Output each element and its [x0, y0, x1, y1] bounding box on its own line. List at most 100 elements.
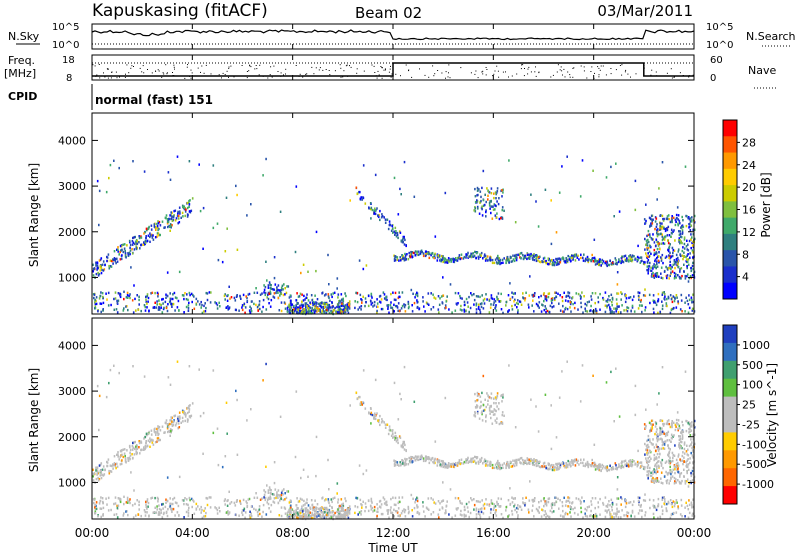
velocity-echo	[188, 404, 190, 408]
power-echo	[617, 305, 620, 308]
velocity-echo	[279, 496, 282, 499]
velocity-echo	[318, 514, 320, 517]
velocity-echo	[387, 511, 389, 514]
power-echo	[100, 302, 103, 305]
velocity-echo	[338, 512, 340, 515]
nave-dot	[624, 71, 626, 73]
velocity-echo	[381, 418, 383, 421]
power-echo	[629, 255, 632, 258]
power-echo	[631, 304, 634, 308]
velocity-echo	[316, 503, 319, 506]
power-echo	[558, 257, 561, 260]
power-echo	[489, 306, 492, 309]
velocity-echo	[128, 444, 131, 448]
power-echo	[456, 303, 458, 306]
velocity-echo	[291, 508, 294, 511]
velocity-echo	[606, 466, 609, 469]
velocity-echo	[564, 466, 566, 469]
velocity-echo	[263, 493, 266, 497]
power-echo	[481, 186, 483, 190]
velocity-echo	[533, 515, 535, 518]
power-echo	[271, 288, 274, 291]
power-echo	[578, 258, 580, 261]
velocity-echo	[569, 507, 572, 511]
power-echo	[515, 258, 518, 262]
velocity-echo	[304, 507, 307, 510]
power-echo	[544, 188, 547, 191]
velocity-echo	[181, 409, 184, 412]
velocity-echo	[110, 470, 113, 473]
power-echo	[663, 227, 665, 230]
power-echo	[511, 304, 513, 308]
velocity-echo	[430, 458, 432, 462]
power-echo	[344, 309, 346, 312]
power-echo	[367, 294, 370, 298]
power-echo	[225, 306, 228, 309]
power-echo	[327, 307, 330, 310]
power-echo	[595, 309, 598, 313]
velocity-echo	[243, 509, 245, 512]
power-echo	[267, 293, 269, 296]
velocity-echo	[621, 497, 623, 501]
power-echo	[248, 292, 251, 296]
power-echo	[677, 274, 679, 277]
power-echo	[390, 229, 393, 232]
colorbar-swatch	[723, 152, 737, 170]
power-echo	[188, 210, 191, 213]
power-echo	[129, 293, 131, 296]
power-echo	[480, 206, 483, 210]
power-echo	[239, 294, 241, 298]
power-echo	[665, 302, 668, 305]
velocity-echo	[387, 509, 390, 512]
power-echo	[348, 305, 351, 308]
velocity-echo	[259, 512, 261, 516]
power-echo	[114, 291, 117, 294]
power-echo	[134, 235, 136, 239]
power-echo	[249, 305, 251, 308]
power-echo	[666, 274, 669, 277]
power-echo	[618, 210, 621, 213]
power-echo	[586, 301, 589, 304]
power-echo	[668, 277, 670, 280]
velocity-echo	[574, 506, 576, 510]
power-echo	[371, 208, 374, 212]
nave-dot	[505, 71, 506, 73]
velocity-echo	[482, 512, 485, 515]
velocity-echo	[294, 513, 297, 516]
nave-tick-high: 60	[710, 55, 723, 66]
power-echo	[567, 254, 569, 258]
velocity-echo	[692, 505, 695, 509]
power-echo	[338, 302, 340, 305]
velocity-echo	[101, 497, 104, 500]
power-echo	[373, 300, 376, 304]
power-echo	[547, 292, 550, 296]
power-echo	[591, 310, 594, 313]
power-echo	[552, 305, 555, 308]
power-echo	[448, 308, 450, 311]
velocity-echo	[520, 508, 523, 511]
velocity-echo	[423, 510, 425, 513]
power-echo	[142, 243, 144, 246]
power-echo	[156, 232, 159, 235]
power-echo	[494, 191, 497, 194]
power-echo	[461, 297, 463, 300]
power-echo	[679, 238, 681, 242]
power-echo	[650, 252, 652, 255]
power-echo	[545, 295, 548, 298]
power-echo	[305, 296, 307, 299]
y-tick-label: 3000	[58, 180, 86, 193]
power-echo	[469, 306, 472, 310]
power-echo	[511, 308, 514, 311]
power-echo	[543, 260, 546, 263]
velocity-echo	[404, 461, 406, 464]
power-echo	[175, 217, 178, 220]
power-echo	[637, 307, 640, 310]
velocity-echo	[615, 512, 617, 515]
power-echo	[246, 299, 249, 303]
nave-dot	[381, 67, 383, 69]
power-echo	[490, 187, 493, 190]
velocity-echo	[341, 513, 344, 517]
power-echo	[138, 235, 140, 238]
velocity-echo	[444, 512, 446, 515]
power-echo	[525, 291, 527, 294]
